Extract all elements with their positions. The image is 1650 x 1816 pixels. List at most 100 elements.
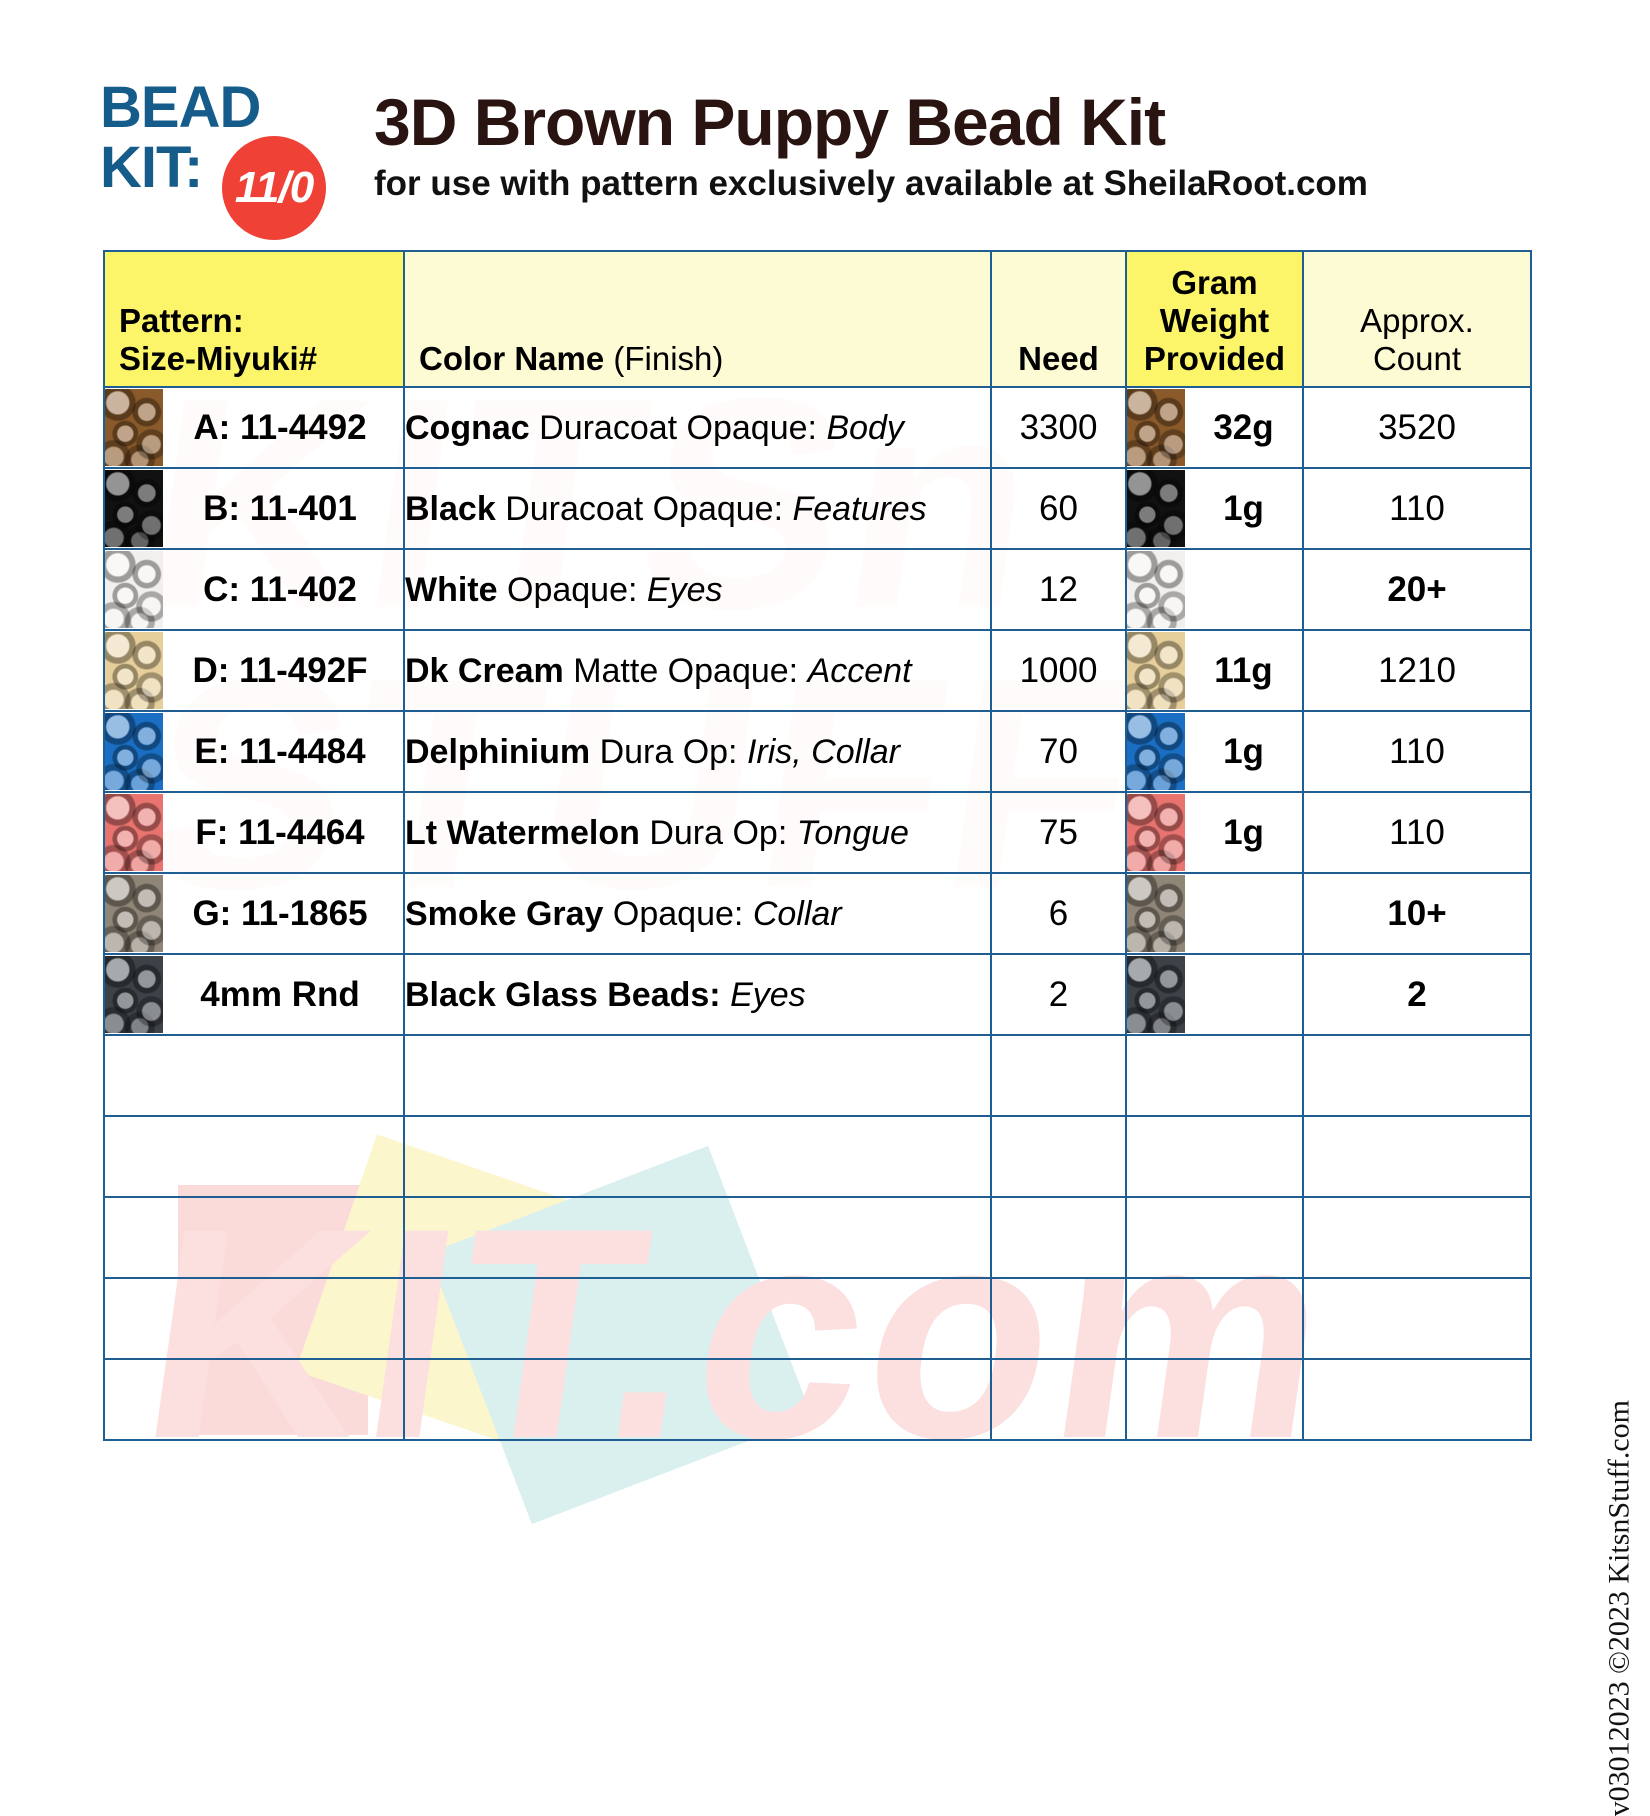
bead-code: F: 11-4464 xyxy=(195,812,365,852)
bead-finish: Matte Opaque: xyxy=(573,651,799,690)
bead-size-badge: 11/0 xyxy=(222,136,326,240)
bead-swatch-image-gram xyxy=(1127,551,1185,628)
cell-approx-count: 110 xyxy=(1302,791,1532,874)
bead-swatch-image-gram xyxy=(1127,632,1185,709)
column-header-pattern-line1: Pattern: xyxy=(119,302,244,339)
bead-color-name: Dk Cream xyxy=(405,651,564,690)
gram-weight-value xyxy=(1185,551,1302,628)
cell-gram-weight: 32g xyxy=(1125,386,1304,469)
bead-code: G: 11-1865 xyxy=(192,893,368,933)
column-header-count-line2: Count xyxy=(1372,340,1462,377)
page-title: 3D Brown Puppy Bead Kit xyxy=(374,85,1166,159)
cell-pattern: 4mm Rnd xyxy=(103,953,405,1036)
bead-usage: Collar xyxy=(752,894,842,933)
bead-code: B: 11-401 xyxy=(203,488,357,528)
bead-swatch-image xyxy=(105,956,163,1033)
gram-weight-value xyxy=(1185,956,1302,1033)
table-row: B: 11-401 Black Duracoat Opaque: Features… xyxy=(103,467,1532,550)
bead-finish: Duracoat Opaque: xyxy=(539,408,817,447)
table-body: A: 11-4492 Cognac Duracoat Opaque: Body 33… xyxy=(103,386,1532,1441)
cell-empty xyxy=(103,1277,405,1360)
bead-color-name: Smoke Gray xyxy=(405,894,604,933)
cell-empty xyxy=(990,1277,1127,1360)
gram-weight-value xyxy=(1185,875,1302,952)
bead-usage: Features xyxy=(792,489,927,528)
bead-swatch-image xyxy=(105,551,163,628)
bead-finish: Duracoat Opaque: xyxy=(505,489,784,528)
cell-empty xyxy=(103,1196,405,1279)
bead-swatch-image xyxy=(105,389,163,466)
cell-color-name: Black Glass Beads: Eyes xyxy=(403,953,992,1036)
cell-empty xyxy=(1125,1115,1304,1198)
cell-empty xyxy=(1302,1196,1532,1279)
column-header-color-name-label: Color Name (Finish) xyxy=(419,340,723,378)
cell-empty xyxy=(103,1115,405,1198)
bead-color-name: Delphinium xyxy=(405,732,591,771)
column-header-need-label: Need xyxy=(1018,340,1099,377)
cell-approx-count: 3520 xyxy=(1302,386,1532,469)
cell-empty xyxy=(1302,1358,1532,1441)
gram-weight-value: 1g xyxy=(1223,488,1264,528)
column-header-need: Need xyxy=(990,250,1127,388)
cell-color-name: White Opaque: Eyes xyxy=(403,548,992,631)
table-row: F: 11-4464 Lt Watermelon Dura Op: Tongue 7… xyxy=(103,791,1532,874)
bead-code: 4mm Rnd xyxy=(200,974,360,1014)
cell-need: 12 xyxy=(990,548,1127,631)
column-header-gram-line3: Provided xyxy=(1143,340,1286,377)
bead-color-name: Black xyxy=(405,489,496,528)
cell-color-name: Black Duracoat Opaque: Features xyxy=(403,467,992,550)
cell-empty xyxy=(990,1196,1127,1279)
cell-empty xyxy=(403,1115,992,1198)
gram-weight-value: 11g xyxy=(1214,650,1273,690)
table-header: Pattern: Size-Miyuki# Color Name (Finish… xyxy=(103,250,1532,388)
column-header-color-name-bold: Color Name xyxy=(419,340,605,377)
table-row: C: 11-402 White Opaque: Eyes 12 20+ xyxy=(103,548,1532,631)
cell-pattern: B: 11-401 xyxy=(103,467,405,550)
cell-pattern: E: 11-4484 xyxy=(103,710,405,793)
gram-weight-value: 32g xyxy=(1213,407,1274,447)
cell-color-name: Lt Watermelon Dura Op: Tongue xyxy=(403,791,992,874)
bead-swatch-image-gram xyxy=(1127,875,1185,952)
table-row: A: 11-4492 Cognac Duracoat Opaque: Body 33… xyxy=(103,386,1532,469)
cell-empty xyxy=(403,1358,992,1441)
bead-code: C: 11-402 xyxy=(203,569,357,609)
page-subtitle: for use with pattern exclusively availab… xyxy=(374,164,1368,203)
bead-code: E: 11-4484 xyxy=(194,731,366,771)
bead-finish: Dura Op: xyxy=(599,732,738,771)
cell-need: 60 xyxy=(990,467,1127,550)
table-row: D: 11-492F Dk Cream Matte Opaque: Accent 1… xyxy=(103,629,1532,712)
bead-kit-label: BEAD KIT: xyxy=(100,78,261,198)
cell-gram-weight: 1g xyxy=(1125,791,1304,874)
cell-pattern: D: 11-492F xyxy=(103,629,405,712)
table-row-empty xyxy=(103,1034,1532,1117)
bead-color-name: Lt Watermelon xyxy=(405,813,640,852)
column-header-pattern: Pattern: Size-Miyuki# xyxy=(103,250,405,388)
bead-swatch-image xyxy=(105,632,163,709)
cell-color-name: Smoke Gray Opaque: Collar xyxy=(403,872,992,955)
cell-approx-count: 2 xyxy=(1302,953,1532,1036)
copyright-credit: v03012023 ©2023 KitsnStuff.com xyxy=(1602,1400,1635,1816)
table-header-row: Pattern: Size-Miyuki# Color Name (Finish… xyxy=(103,250,1532,388)
bead-code: A: 11-4492 xyxy=(193,407,367,447)
table-row: E: 11-4484 Delphinium Dura Op: Iris, Coll… xyxy=(103,710,1532,793)
cell-empty xyxy=(403,1277,992,1360)
bead-swatch-image xyxy=(105,713,163,790)
bead-swatch-image xyxy=(105,470,163,547)
column-header-gram-weight: Gram Weight Provided xyxy=(1125,250,1304,388)
cell-gram-weight: 1g xyxy=(1125,467,1304,550)
bead-code: D: 11-492F xyxy=(192,650,368,690)
bead-finish: Opaque: xyxy=(612,894,744,933)
cell-approx-count: 10+ xyxy=(1302,872,1532,955)
cell-gram-weight xyxy=(1125,548,1304,631)
gram-weight-value: 1g xyxy=(1223,812,1264,852)
document-header: BEAD KIT: 11/0 3D Brown Puppy Bead Kit f… xyxy=(0,0,1650,248)
cell-color-name: Dk Cream Matte Opaque: Accent xyxy=(403,629,992,712)
column-header-color-finish: (Finish) xyxy=(613,340,724,377)
table-row-empty xyxy=(103,1277,1532,1360)
cell-pattern: G: 11-1865 xyxy=(103,872,405,955)
column-header-approx-count: Approx. Count xyxy=(1302,250,1532,388)
cell-need: 75 xyxy=(990,791,1127,874)
column-header-count-line1: Approx. xyxy=(1360,302,1474,339)
table-row-empty xyxy=(103,1358,1532,1441)
cell-empty xyxy=(990,1358,1127,1441)
